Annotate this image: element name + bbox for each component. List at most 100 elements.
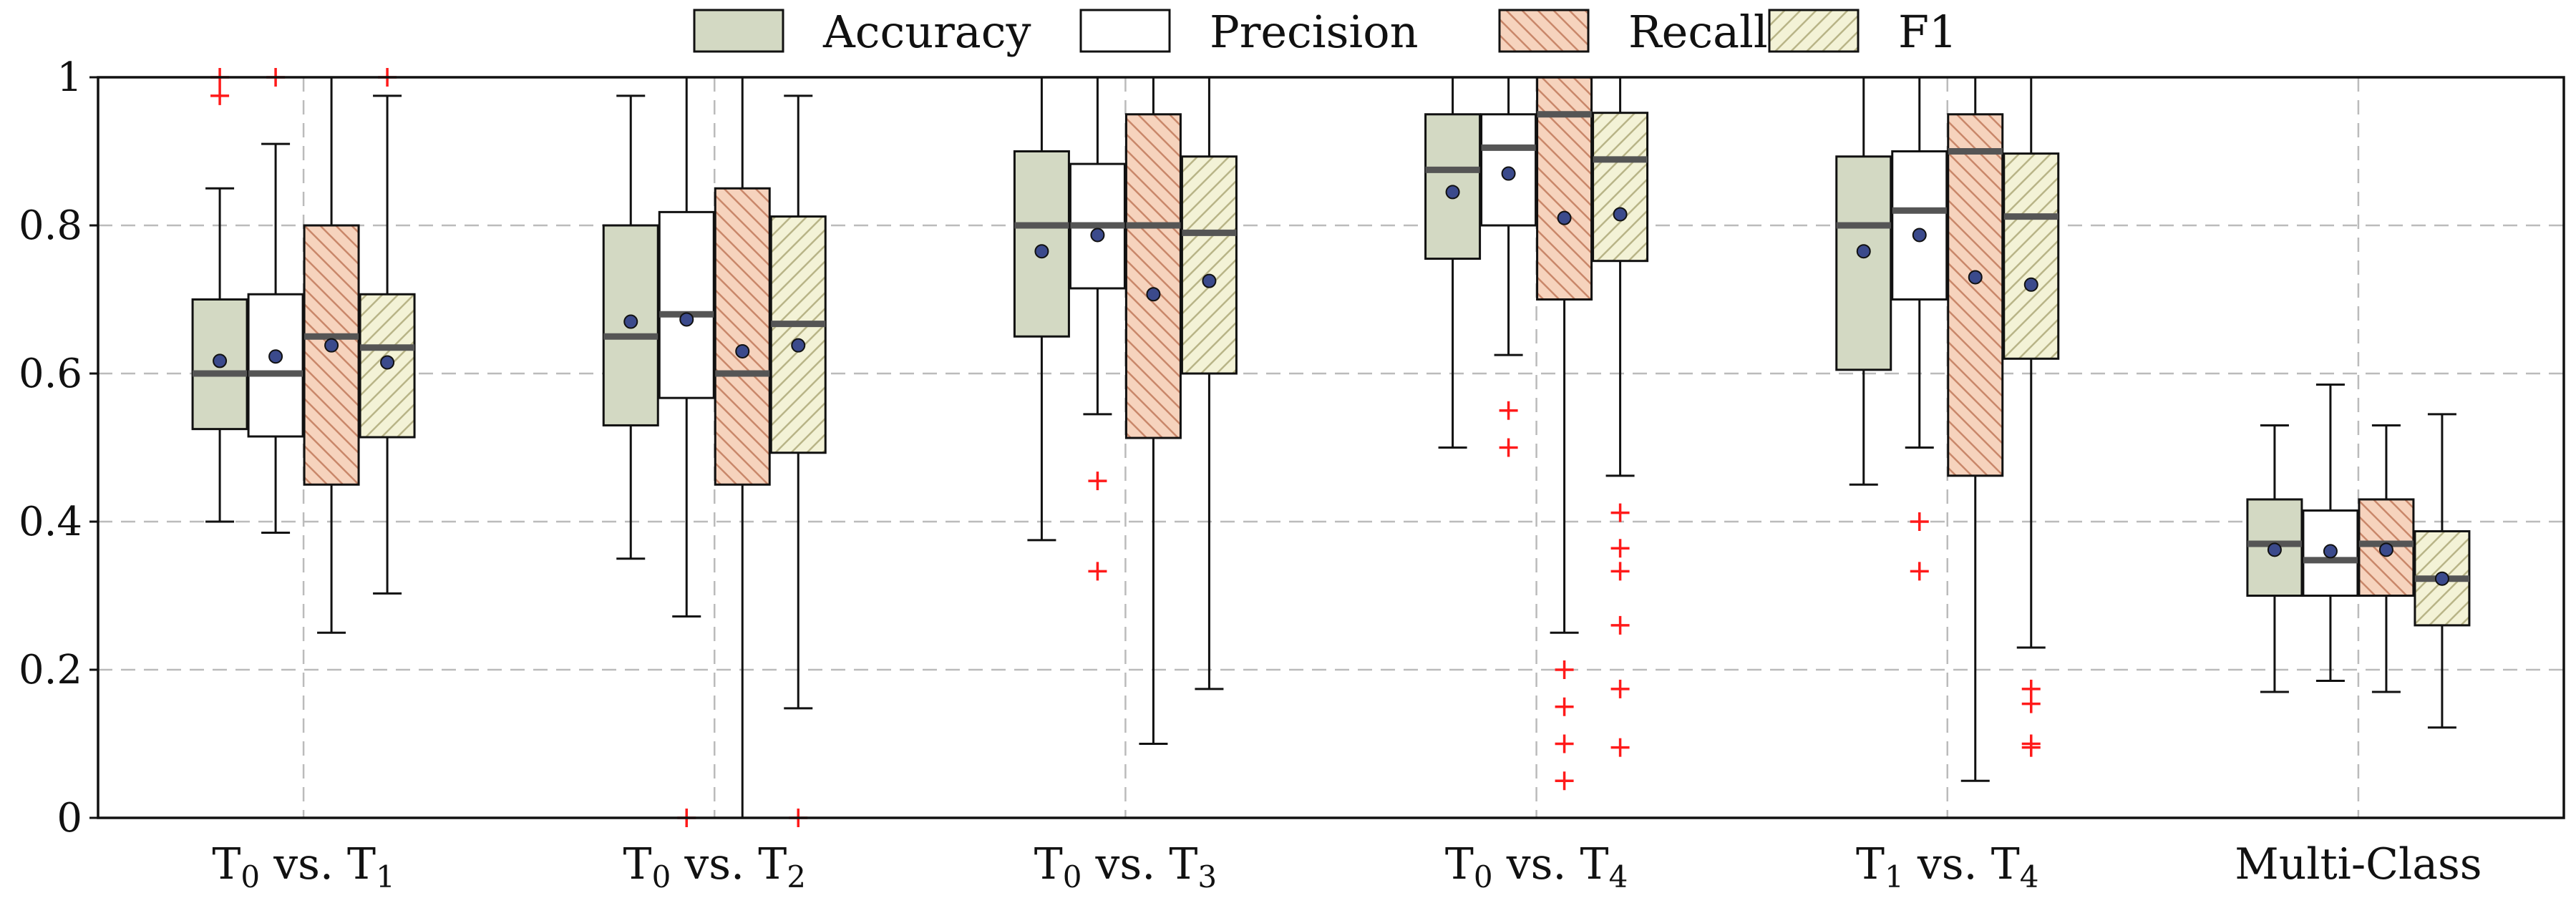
mean-marker [735, 343, 750, 358]
box-recall-6 [2358, 424, 2415, 693]
box-f1-6 [2414, 413, 2471, 729]
y-tick-label: 0.4 [19, 499, 82, 545]
mean-marker [2378, 542, 2393, 557]
box-accuracy-4 [1424, 76, 1482, 449]
legend-item-recall: Recall [1498, 6, 1768, 58]
outlier-marker [1499, 401, 1518, 420]
box-body [1180, 155, 1238, 375]
box-body [1835, 155, 1892, 371]
box-f1-1 [359, 68, 416, 595]
box-precision-3 [1069, 76, 1126, 581]
legend-swatch [693, 9, 784, 53]
outlier-marker [1499, 438, 1518, 457]
legend-label: Accuracy [822, 6, 1031, 58]
mean-marker [2023, 277, 2038, 292]
box-body [1891, 150, 1948, 301]
mean-marker [1613, 207, 1628, 222]
box-accuracy-1 [191, 68, 248, 523]
mean-marker [268, 349, 283, 364]
box-f1-5 [2003, 76, 2060, 757]
box-f1-4 [1592, 76, 1649, 757]
box-accuracy-2 [602, 94, 659, 560]
box-recall-1 [303, 76, 360, 634]
outlier-marker [1910, 562, 1929, 581]
box-body [2358, 498, 2415, 597]
box-body [359, 293, 416, 439]
mean-marker [623, 314, 638, 329]
mean-marker [1968, 270, 1983, 285]
outlier-marker [2021, 738, 2041, 757]
box-precision-4 [1480, 76, 1537, 457]
box-recall-3 [1124, 76, 1182, 745]
box-accuracy-6 [2246, 424, 2303, 693]
axes-frame [97, 76, 2565, 819]
x-category-label: T1 vs. T4 [1856, 839, 2038, 894]
outlier-marker [1610, 738, 1630, 757]
box-f1-3 [1180, 76, 1238, 690]
box-body [1536, 76, 1593, 301]
outlier-marker [1610, 615, 1630, 635]
mean-marker [1202, 273, 1217, 288]
box-precision-5 [1891, 76, 1948, 581]
outlier-marker [210, 86, 230, 105]
box-body [1124, 113, 1182, 439]
box-body [1592, 112, 1649, 263]
legend-item-accuracy: Accuracy [693, 6, 1031, 58]
box-recall-5 [1947, 76, 2004, 782]
legend-swatch [1079, 9, 1171, 53]
outlier-marker [1610, 503, 1630, 522]
legend-item-f1: F1 [1768, 6, 1957, 58]
legend-label: Recall [1628, 6, 1768, 58]
outlier-marker [1555, 734, 1574, 753]
y-tick-label: 0 [57, 795, 82, 841]
mean-marker [324, 338, 339, 353]
box-body [1013, 150, 1070, 338]
legend-swatch [1498, 9, 1590, 53]
x-category-label: T0 vs. T2 [623, 839, 806, 894]
outlier-marker [1088, 562, 1107, 581]
y-tick-label: 0.2 [19, 647, 82, 693]
box-accuracy-5 [1835, 76, 1892, 486]
box-f1-2 [769, 94, 827, 827]
box-recall-4 [1536, 76, 1593, 791]
box-body [2003, 152, 2060, 360]
outlier-marker [1555, 697, 1574, 716]
mean-marker [1557, 210, 1572, 225]
legend-label: Precision [1210, 6, 1419, 58]
legend-item-precision: Precision [1079, 6, 1419, 58]
mean-marker [1090, 228, 1105, 243]
box-precision-1 [247, 68, 304, 535]
outlier-marker [1555, 771, 1574, 791]
outlier-marker [1088, 472, 1107, 491]
x-category-label: Multi-Class [2235, 839, 2482, 889]
box-recall-2 [714, 76, 771, 819]
y-tick-label: 0.6 [19, 351, 82, 397]
box-precision-6 [2302, 384, 2359, 683]
outlier-marker [1555, 660, 1574, 679]
mean-marker [380, 355, 395, 370]
legend-label: F1 [1898, 6, 1957, 58]
box-precision-2 [658, 76, 715, 827]
mean-marker [1034, 244, 1049, 259]
box-body [658, 210, 715, 399]
mean-marker [2434, 571, 2449, 586]
box-body [769, 215, 827, 454]
box-accuracy-3 [1013, 76, 1070, 542]
box-body [303, 224, 360, 486]
mean-marker [2267, 542, 2282, 557]
mean-marker [1856, 244, 1871, 259]
x-category-label: T0 vs. T1 [212, 839, 394, 894]
mean-marker [791, 338, 806, 353]
outlier-marker [1610, 539, 1630, 558]
mean-marker [679, 312, 694, 327]
mean-marker [1501, 166, 1516, 181]
box-body [1947, 113, 2004, 477]
box-body [714, 187, 771, 486]
x-category-label: T0 vs. T3 [1034, 839, 1217, 894]
outlier-marker [1610, 679, 1630, 698]
mean-marker [1445, 185, 1460, 200]
y-tick-label: 1 [57, 54, 82, 101]
y-tick-label: 0.8 [19, 202, 82, 249]
mean-marker [2323, 544, 2338, 559]
mean-marker [1146, 287, 1161, 302]
